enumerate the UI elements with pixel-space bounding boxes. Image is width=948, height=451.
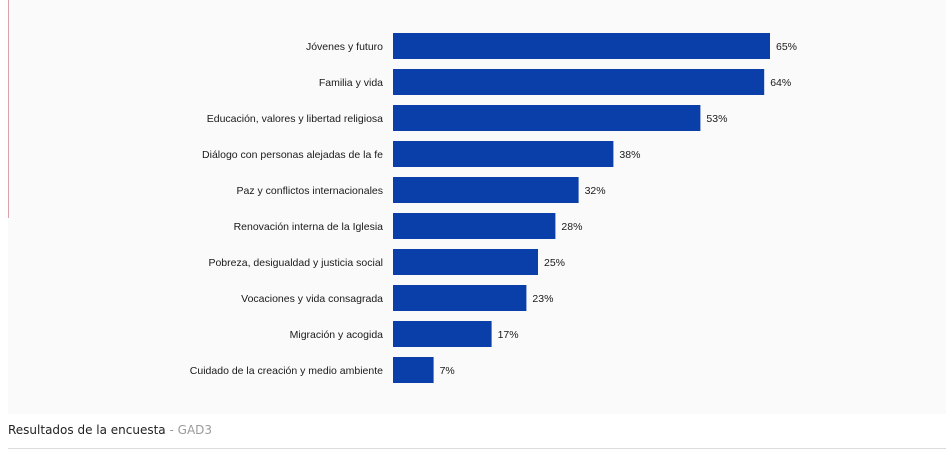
- bar-vocaciones-y-vida-consagrada: [393, 285, 527, 311]
- category-label-dialogo-con-personas-alejadas-de-la-fe: Diálogo con personas alejadas de la fe: [202, 149, 383, 161]
- accent-line: [8, 0, 9, 218]
- value-label-familia-y-vida: 64%: [770, 77, 791, 89]
- bar-renovacion-interna-de-la-iglesia: [393, 213, 556, 239]
- image-caption: Resultados de la encuesta - GAD3: [8, 423, 212, 437]
- value-label-educacion-valores-y-libertad-religiosa: 53%: [706, 113, 727, 125]
- value-label-cuidado-de-la-creacion-y-medio-ambiente: 7%: [440, 365, 455, 377]
- category-label-familia-y-vida: Familia y vida: [319, 77, 383, 89]
- caption-separator: -: [165, 423, 178, 437]
- bar-cuidado-de-la-creacion-y-medio-ambiente: [393, 357, 434, 383]
- bar-chart: Jóvenes y futuro 65% Familia y vida 64% Educ…: [190, 33, 797, 383]
- category-label-paz-y-conflictos-internacionales: Paz y conflictos internacionales: [237, 185, 384, 197]
- caption-text: Resultados de la encuesta: [8, 423, 166, 437]
- bar-paz-y-conflictos-internacionales: [393, 177, 579, 203]
- category-label-cuidado-de-la-creacion-y-medio-ambiente: Cuidado de la creación y medio ambiente: [190, 365, 383, 377]
- bar-jovenes-y-futuro: [393, 33, 770, 59]
- value-label-vocaciones-y-vida-consagrada: 23%: [532, 293, 553, 305]
- bar-migracion-y-acogida: [393, 321, 492, 347]
- category-label-migracion-y-acogida: Migración y acogida: [290, 329, 384, 341]
- value-label-pobreza-desigualdad-y-justicia-social: 25%: [544, 257, 565, 269]
- bar-pobreza-desigualdad-y-justicia-social: [393, 249, 538, 275]
- value-label-jovenes-y-futuro: 65%: [776, 41, 797, 53]
- bar-familia-y-vida: [393, 69, 765, 95]
- category-label-pobreza-desigualdad-y-justicia-social: Pobreza, desigualdad y justicia social: [208, 257, 383, 269]
- caption-divider: [8, 448, 946, 449]
- value-label-renovacion-interna-de-la-iglesia: 28%: [561, 221, 582, 233]
- caption-source: GAD3: [177, 423, 213, 437]
- value-label-paz-y-conflictos-internacionales: 32%: [585, 185, 606, 197]
- bar-educacion-valores-y-libertad-religiosa: [393, 105, 701, 131]
- category-label-vocaciones-y-vida-consagrada: Vocaciones y vida consagrada: [241, 293, 383, 305]
- category-label-renovacion-interna-de-la-iglesia: Renovación interna de la Iglesia: [234, 221, 384, 233]
- value-label-dialogo-con-personas-alejadas-de-la-fe: 38%: [619, 149, 640, 161]
- category-label-jovenes-y-futuro: Jóvenes y futuro: [306, 41, 383, 53]
- bar-dialogo-con-personas-alejadas-de-la-fe: [393, 141, 614, 167]
- category-label-educacion-valores-y-libertad-religiosa: Educación, valores y libertad religiosa: [207, 113, 383, 125]
- value-label-migracion-y-acogida: 17%: [498, 329, 519, 341]
